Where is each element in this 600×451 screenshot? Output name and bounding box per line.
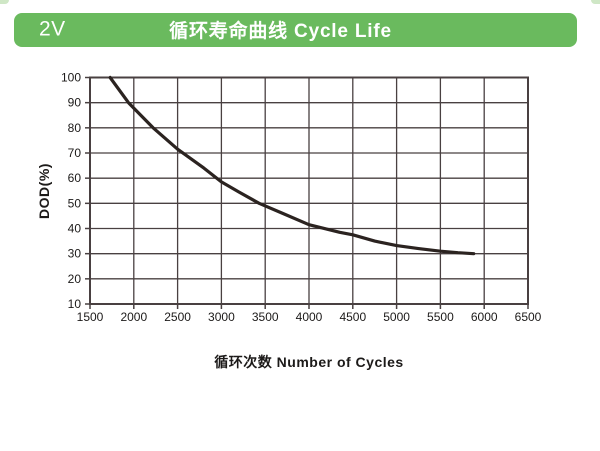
svg-text:5000: 5000: [383, 310, 410, 324]
voltage-badge: 2V: [39, 17, 66, 41]
svg-text:40: 40: [68, 222, 82, 236]
page-edge-accent-right: [591, 0, 600, 4]
svg-text:50: 50: [68, 196, 82, 210]
svg-text:70: 70: [68, 146, 82, 160]
svg-text:100: 100: [61, 71, 81, 85]
svg-text:6000: 6000: [471, 310, 498, 324]
page-edge-accent-left: [0, 0, 9, 4]
svg-text:20: 20: [68, 272, 82, 286]
svg-text:6500: 6500: [515, 310, 542, 324]
y-axis-title: DOD(%): [36, 163, 52, 219]
svg-text:3000: 3000: [208, 310, 235, 324]
svg-text:4000: 4000: [296, 310, 323, 324]
page-title: 循环寿命曲线 Cycle Life: [169, 20, 392, 42]
svg-text:5500: 5500: [427, 310, 454, 324]
svg-text:30: 30: [68, 247, 82, 261]
svg-text:2000: 2000: [120, 310, 147, 324]
svg-text:4500: 4500: [339, 310, 366, 324]
svg-text:10: 10: [68, 297, 82, 311]
svg-text:80: 80: [68, 121, 82, 135]
svg-text:2500: 2500: [164, 310, 191, 324]
svg-text:1500: 1500: [77, 310, 104, 324]
svg-text:3500: 3500: [252, 310, 279, 324]
svg-text:60: 60: [68, 171, 82, 185]
x-axis-title: 循环次数 Number of Cycles: [214, 354, 404, 370]
svg-text:90: 90: [68, 96, 82, 110]
header-bar: 2V 循环寿命曲线 Cycle Life: [14, 13, 577, 47]
